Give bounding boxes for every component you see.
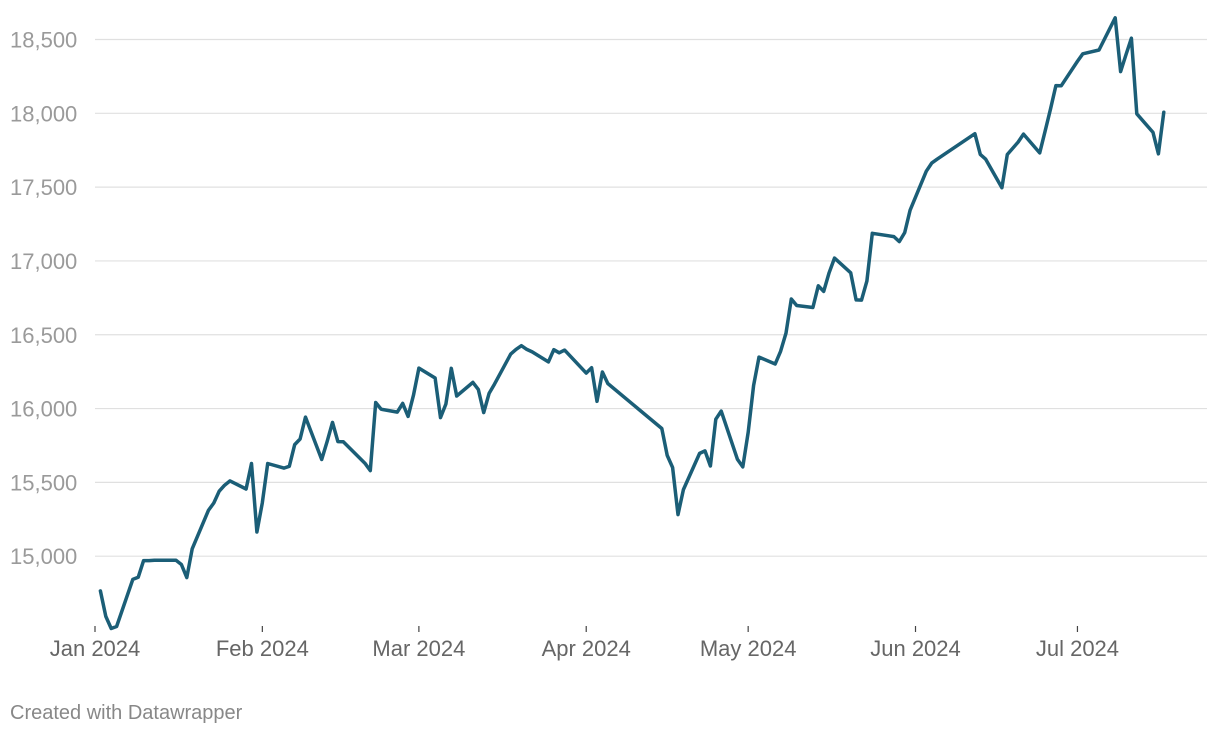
datawrapper-credit: Created with Datawrapper [10,702,243,724]
line-chart: 15,000 15,500 16,000 16,500 17,000 17,500 18,0… [10,16,1207,661]
y-tick-label: 18,500 [10,28,77,53]
series-layer [98,16,1166,631]
y-tick-label: 15,000 [10,544,77,569]
x-tick-label: Feb 2024 [216,636,309,661]
x-axis-ticks: Jan 2024 Feb 2024 Mar 2024 Apr 2024 May 2024… [50,626,1119,661]
x-tick-label: Jun 2024 [870,636,961,661]
x-tick-label: May 2024 [700,636,797,661]
y-tick-label: 16,500 [10,323,77,348]
y-tick-label: 17,500 [10,175,77,200]
x-tick-label: Jan 2024 [50,636,141,661]
gridlines [95,38,1207,557]
x-tick-label: Mar 2024 [372,636,465,661]
y-tick-label: 15,500 [10,470,77,495]
y-tick-label: 16,000 [10,397,77,422]
x-tick-label: Apr 2024 [542,636,631,661]
series-line [98,16,1166,631]
y-tick-label: 18,000 [10,101,77,126]
y-axis-ticks: 15,000 15,500 16,000 16,500 17,000 17,500 18,0… [10,28,77,570]
x-tick-label: Jul 2024 [1036,636,1119,661]
y-tick-label: 17,000 [10,249,77,274]
